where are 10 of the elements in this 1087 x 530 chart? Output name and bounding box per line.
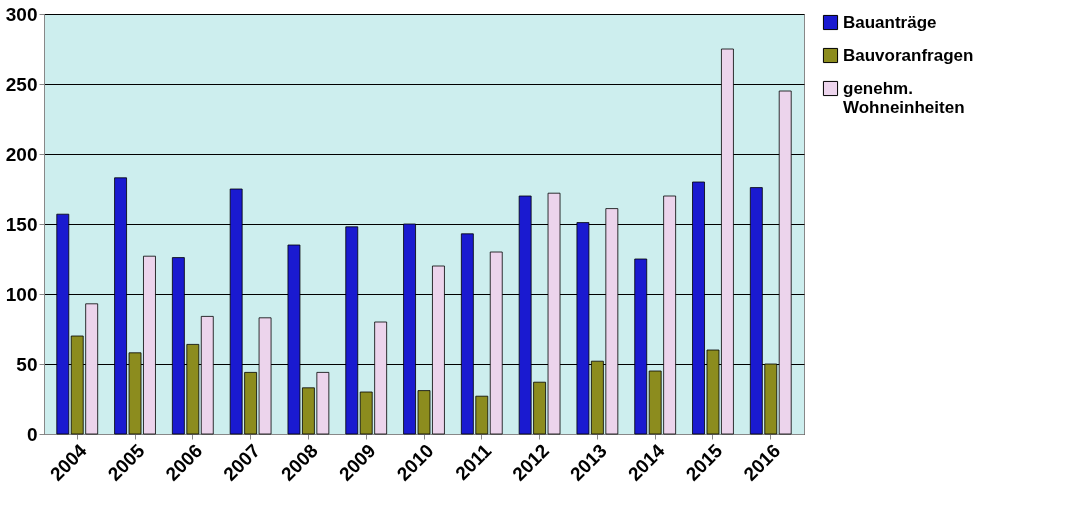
- legend-label: Bauanträge: [843, 12, 937, 32]
- y-tick-label: 250: [5, 73, 38, 95]
- legend-label: genehm. Wohneinheiten: [843, 78, 965, 117]
- y-tick-label: 100: [5, 283, 38, 305]
- legend-label: Bauvoranfragen: [843, 45, 974, 65]
- y-tick-label: 0: [26, 423, 38, 445]
- y-tick-label: 200: [5, 143, 38, 165]
- y-tick-label: 300: [5, 3, 38, 25]
- y-tick-label: 50: [16, 353, 38, 375]
- y-tick-label: 150: [5, 213, 38, 235]
